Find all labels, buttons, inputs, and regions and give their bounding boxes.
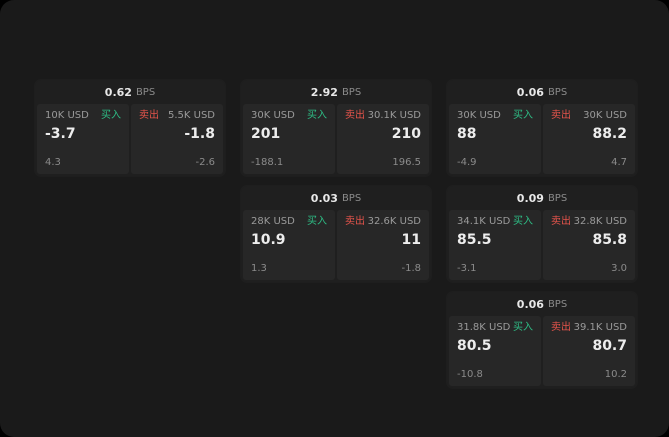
card-header: 0.09 BPS	[447, 186, 637, 210]
sell-price: 210	[391, 126, 421, 142]
sell-price: 11	[401, 232, 421, 248]
sell-price: -1.8	[184, 126, 215, 142]
sell-side-label: 卖出	[551, 322, 571, 333]
buy-size-label: 28K USD	[251, 216, 295, 227]
buy-price: 201	[251, 126, 281, 142]
sell-panel[interactable]: 卖出 30.1K USD 210 196.5	[337, 104, 429, 174]
bps-value: 0.09	[516, 191, 544, 205]
sell-size-label: 30K USD	[583, 110, 627, 121]
buy-size-label: 30K USD	[251, 110, 295, 121]
sell-size-label: 39.1K USD	[573, 322, 627, 333]
sell-delta: 196.5	[392, 157, 421, 168]
buy-side-label: 买入	[101, 110, 121, 121]
sell-delta: 10.2	[604, 369, 627, 380]
bps-value: 0.62	[104, 85, 132, 99]
sell-panel[interactable]: 卖出 32.8K USD 85.8 3.0	[543, 210, 635, 280]
buy-delta: 1.3	[251, 263, 267, 274]
card-header: 0.06 BPS	[447, 292, 637, 316]
buy-price: -3.7	[45, 126, 76, 142]
buy-side-label: 买入	[307, 216, 327, 227]
sell-panel[interactable]: 卖出 39.1K USD 80.7 10.2	[543, 316, 635, 386]
bps-value: 0.06	[516, 85, 544, 99]
bps-value: 2.92	[310, 85, 338, 99]
buy-size-label: 10K USD	[45, 110, 89, 121]
bps-unit: BPS	[547, 298, 568, 310]
buy-panel[interactable]: 30K USD 买入 88 -4.9	[449, 104, 541, 174]
sell-side-label: 卖出	[551, 216, 571, 227]
quote-panels: 28K USD 买入 10.9 1.3 卖出 32.6K USD 11 -1.8	[241, 210, 431, 282]
buy-size-label: 30K USD	[457, 110, 501, 121]
buy-side-label: 买入	[307, 110, 327, 121]
bps-value: 0.03	[310, 191, 338, 205]
sell-price: 88.2	[592, 126, 627, 142]
buy-price: 88	[457, 126, 477, 142]
sell-panel[interactable]: 卖出 30K USD 88.2 4.7	[543, 104, 635, 174]
sell-price: 80.7	[592, 338, 627, 354]
buy-price: 85.5	[457, 232, 492, 248]
buy-price: 10.9	[251, 232, 286, 248]
sell-delta: -1.8	[401, 263, 421, 274]
sell-side-label: 卖出	[551, 110, 571, 121]
card-header: 0.03 BPS	[241, 186, 431, 210]
sell-size-label: 32.8K USD	[573, 216, 627, 227]
buy-side-label: 买入	[513, 216, 533, 227]
buy-side-label: 买入	[513, 110, 533, 121]
buy-delta: -3.1	[457, 263, 477, 274]
sell-side-label: 卖出	[345, 216, 365, 227]
quote-card: 0.06 BPS 30K USD 买入 88 -4.9 卖出 30K USD	[447, 80, 637, 176]
sell-side-label: 卖出	[139, 110, 159, 121]
sell-delta: 4.7	[611, 157, 627, 168]
quote-panels: 10K USD 买入 -3.7 4.3 卖出 5.5K USD -1.8 -2.…	[35, 104, 225, 176]
sell-panel[interactable]: 卖出 32.6K USD 11 -1.8	[337, 210, 429, 280]
bps-value: 0.06	[516, 297, 544, 311]
buy-panel[interactable]: 30K USD 买入 201 -188.1	[243, 104, 335, 174]
card-header: 0.06 BPS	[447, 80, 637, 104]
quote-card: 0.09 BPS 34.1K USD 买入 85.5 -3.1 卖出 32.8K…	[447, 186, 637, 282]
quote-cards-grid: 0.62 BPS 10K USD 买入 -3.7 4.3 卖出 5.5K USD	[35, 80, 637, 388]
sell-panel[interactable]: 卖出 5.5K USD -1.8 -2.6	[131, 104, 223, 174]
buy-panel[interactable]: 10K USD 买入 -3.7 4.3	[37, 104, 129, 174]
buy-delta: -188.1	[251, 157, 284, 168]
sell-price: 85.8	[592, 232, 627, 248]
sell-delta: -2.6	[195, 157, 215, 168]
buy-delta: -10.8	[457, 369, 483, 380]
sell-size-label: 5.5K USD	[167, 110, 215, 121]
buy-size-label: 34.1K USD	[457, 216, 511, 227]
card-header: 2.92 BPS	[241, 80, 431, 104]
quote-card: 0.03 BPS 28K USD 买入 10.9 1.3 卖出 32.6K US…	[241, 186, 431, 282]
buy-price: 80.5	[457, 338, 492, 354]
sell-side-label: 卖出	[345, 110, 365, 121]
buy-panel[interactable]: 34.1K USD 买入 85.5 -3.1	[449, 210, 541, 280]
quote-panels: 30K USD 买入 88 -4.9 卖出 30K USD 88.2 4.7	[447, 104, 637, 176]
buy-delta: -4.9	[457, 157, 477, 168]
bps-unit: BPS	[547, 192, 568, 204]
quote-card: 0.06 BPS 31.8K USD 买入 80.5 -10.8 卖出 39.1…	[447, 292, 637, 388]
sell-size-label: 32.6K USD	[367, 216, 421, 227]
bps-unit: BPS	[341, 86, 362, 98]
bps-unit: BPS	[547, 86, 568, 98]
quote-panels: 31.8K USD 买入 80.5 -10.8 卖出 39.1K USD 80.…	[447, 316, 637, 388]
bps-unit: BPS	[341, 192, 362, 204]
buy-size-label: 31.8K USD	[457, 322, 511, 333]
quote-card: 0.62 BPS 10K USD 买入 -3.7 4.3 卖出 5.5K USD	[35, 80, 225, 176]
bps-unit: BPS	[135, 86, 156, 98]
buy-side-label: 买入	[513, 322, 533, 333]
quote-card: 2.92 BPS 30K USD 买入 201 -188.1 卖出 30.1K …	[241, 80, 431, 176]
quote-panels: 34.1K USD 买入 85.5 -3.1 卖出 32.8K USD 85.8…	[447, 210, 637, 282]
buy-panel[interactable]: 28K USD 买入 10.9 1.3	[243, 210, 335, 280]
buy-panel[interactable]: 31.8K USD 买入 80.5 -10.8	[449, 316, 541, 386]
buy-delta: 4.3	[45, 157, 61, 168]
card-header: 0.62 BPS	[35, 80, 225, 104]
sell-size-label: 30.1K USD	[367, 110, 421, 121]
sell-delta: 3.0	[611, 263, 627, 274]
quote-panels: 30K USD 买入 201 -188.1 卖出 30.1K USD 210 1…	[241, 104, 431, 176]
